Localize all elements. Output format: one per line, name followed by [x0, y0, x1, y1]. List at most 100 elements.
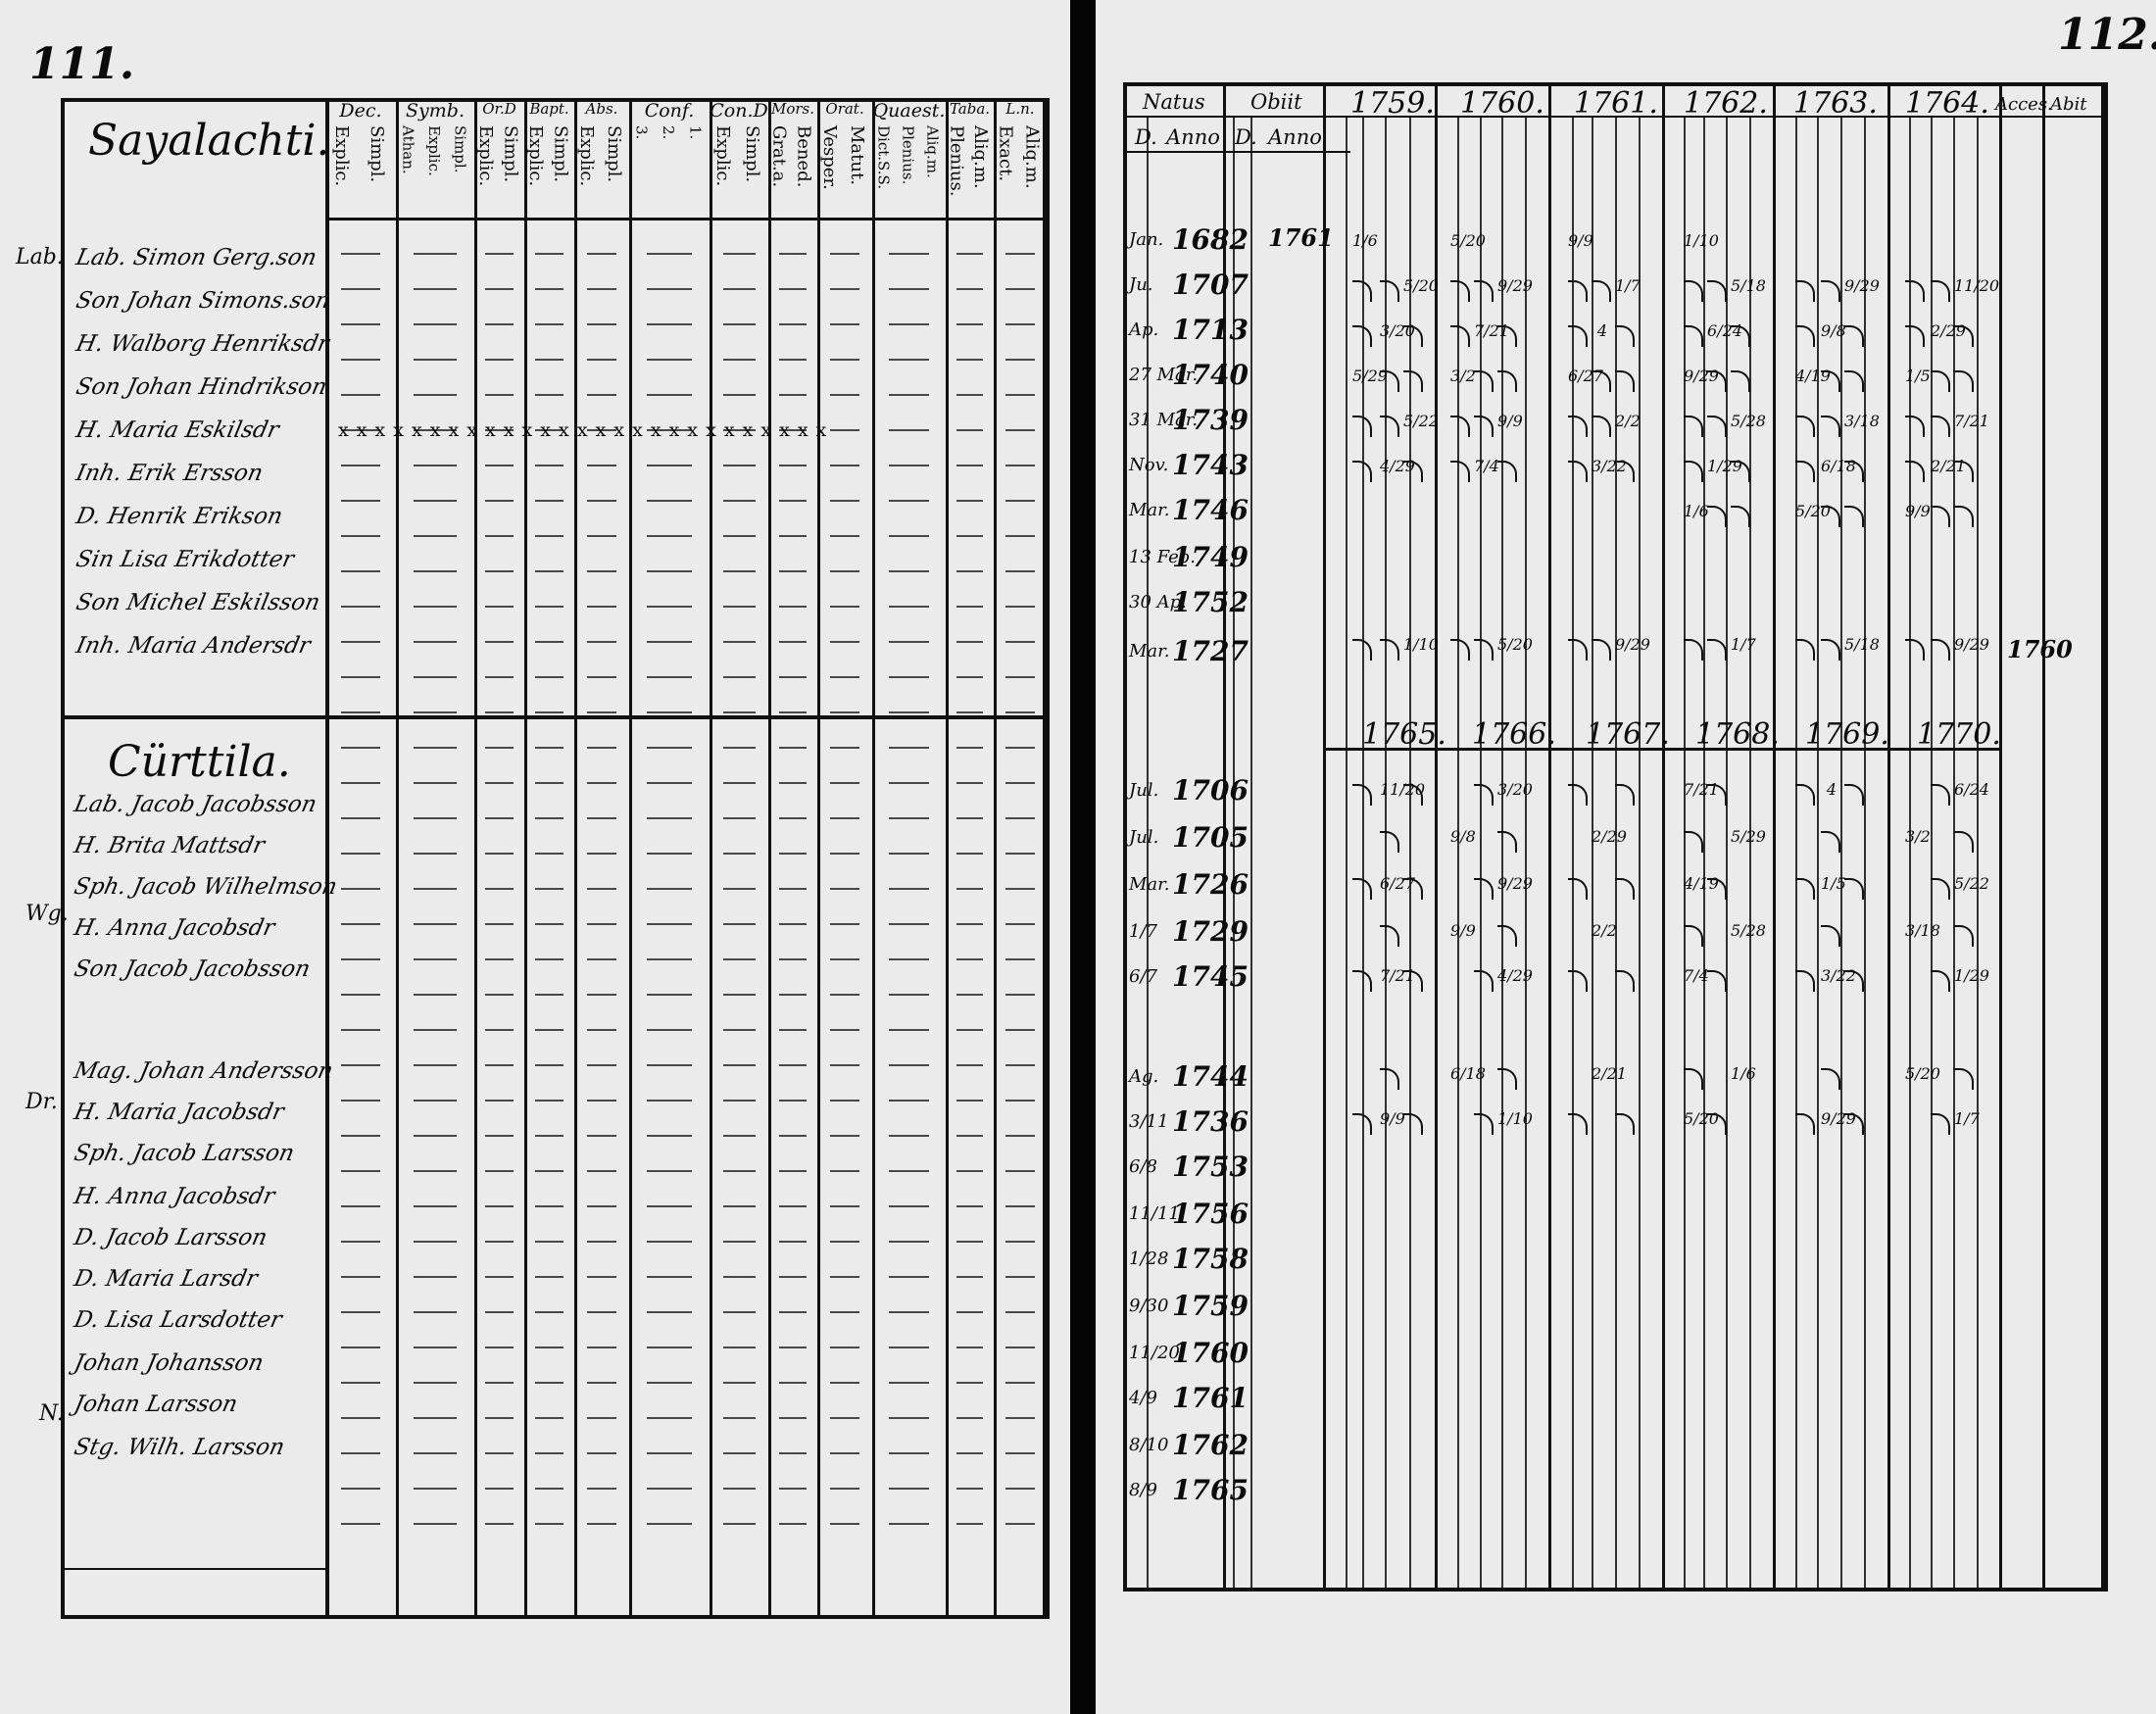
tally-dash — [535, 429, 564, 431]
accessit-header: Acces. — [1995, 94, 2053, 115]
tally-dash — [586, 1205, 617, 1207]
entry-name: H. Anna Jacobsdr — [72, 915, 277, 941]
exam-arc-mark — [1707, 416, 1727, 437]
tally-dash — [341, 394, 380, 396]
column-header: Con.D — [710, 100, 768, 122]
tally-dash — [722, 853, 756, 855]
exam-fraction: 6/18 — [1821, 457, 1856, 475]
tally-dash — [647, 1488, 692, 1490]
tally-dash — [1005, 1417, 1035, 1419]
column-subheader: Explic. — [524, 125, 546, 187]
tally-dash — [485, 1135, 514, 1137]
tally-dash — [956, 465, 983, 466]
tally-dash — [485, 782, 514, 784]
exam-arc-mark — [1821, 1068, 1840, 1090]
exam-fraction: 3/2 — [1450, 367, 1476, 385]
tally-dash — [586, 394, 617, 396]
tally-dash — [485, 570, 514, 572]
tally-dash — [888, 1170, 930, 1172]
tally-dash — [829, 465, 860, 466]
tally-dash — [1005, 535, 1035, 537]
tally-dash — [341, 288, 380, 290]
exam-arc-mark — [1821, 925, 1840, 947]
tally-dash — [341, 429, 380, 431]
exam-fraction: 6/27 — [1568, 367, 1603, 385]
exam-arc-mark — [1380, 280, 1399, 302]
tally-dash — [1005, 394, 1035, 396]
minor-rule — [1501, 116, 1503, 1592]
tally-dash — [888, 1347, 930, 1348]
tally-dash — [829, 1135, 860, 1137]
column-rule — [946, 98, 949, 1619]
tally-dash — [888, 923, 930, 925]
exam-arc-mark — [1931, 506, 1950, 527]
natus-header: Natus — [1143, 90, 1205, 114]
exam-arc-mark — [1795, 639, 1815, 661]
tally-dash — [535, 288, 564, 290]
tally-dash — [956, 1523, 983, 1525]
tally-dash — [535, 535, 564, 537]
entry-name: H. Anna Jacobsdr — [72, 1184, 277, 1209]
tally-dash — [647, 1452, 692, 1454]
minor-rule — [1457, 116, 1459, 1592]
tally-dash — [341, 923, 380, 925]
tally-dash — [1005, 1488, 1035, 1490]
tally-dash — [888, 1241, 930, 1243]
minor-rule — [1480, 116, 1482, 1592]
tally-dash — [1005, 359, 1035, 361]
tally-dash — [341, 1100, 380, 1102]
tally-dash — [485, 1523, 514, 1525]
tally-dash — [888, 1135, 930, 1137]
exam-arc-mark — [1707, 639, 1727, 661]
tally-dash — [341, 359, 380, 361]
exam-arc-mark — [1615, 461, 1635, 482]
tally-dash — [779, 606, 807, 608]
exam-arc-mark — [1684, 461, 1703, 482]
header-rule — [1123, 151, 1350, 153]
major-rule — [1435, 82, 1438, 1592]
birth-year: 1743 — [1172, 449, 1249, 481]
tally-dash — [829, 1205, 860, 1207]
tally-dash — [485, 465, 514, 466]
margin-note: N. — [39, 1401, 64, 1426]
tally-dash — [956, 394, 983, 396]
tally-dash — [779, 359, 807, 361]
tally-dash — [414, 853, 457, 855]
birth-year: 1740 — [1172, 359, 1249, 391]
entry-name: Sph. Jacob Wilhelmson — [72, 874, 340, 900]
exam-fraction: 11/20 — [1380, 780, 1426, 799]
exam-fraction: 7/21 — [1684, 780, 1719, 799]
exam-arc-mark — [1931, 1113, 1950, 1135]
entry-name: H. Maria Eskilsdr — [74, 417, 281, 443]
tally-dash — [586, 747, 617, 749]
tally-dash — [779, 535, 807, 537]
tally-dash — [829, 1100, 860, 1102]
tally-dash — [647, 1170, 692, 1172]
tally-dash — [722, 1100, 756, 1102]
column-subheader: Explic. — [331, 125, 352, 187]
exam-fraction: 9/9 — [1568, 231, 1593, 250]
column-header: L.n. — [1005, 100, 1035, 118]
anno-header: Anno — [1268, 125, 1322, 149]
birth-day: 8/10 — [1129, 1435, 1169, 1455]
tally-dash — [485, 535, 514, 537]
tally-dash — [586, 1029, 617, 1031]
tally-dash — [647, 1347, 692, 1348]
year-header: 1764. — [1905, 86, 1989, 121]
birth-year: 1706 — [1172, 774, 1249, 807]
minor-rule — [1726, 116, 1728, 1592]
d-header: D. — [1135, 125, 1157, 149]
tally-dash — [888, 994, 930, 996]
tally-dash — [485, 1241, 514, 1243]
tally-dash — [829, 359, 860, 361]
exam-fraction: 6/27 — [1380, 874, 1415, 893]
tally-dash — [535, 570, 564, 572]
entry-name: Inh. Maria Andersdr — [74, 633, 314, 659]
tally-dash — [535, 1523, 564, 1525]
exam-arc-mark — [1954, 1068, 1974, 1090]
tally-dash — [888, 288, 930, 290]
exam-arc-mark — [1684, 639, 1703, 661]
tally-dash — [1005, 711, 1035, 713]
tally-dash — [779, 1417, 807, 1419]
exam-fraction: 9/29 — [1954, 635, 1989, 654]
